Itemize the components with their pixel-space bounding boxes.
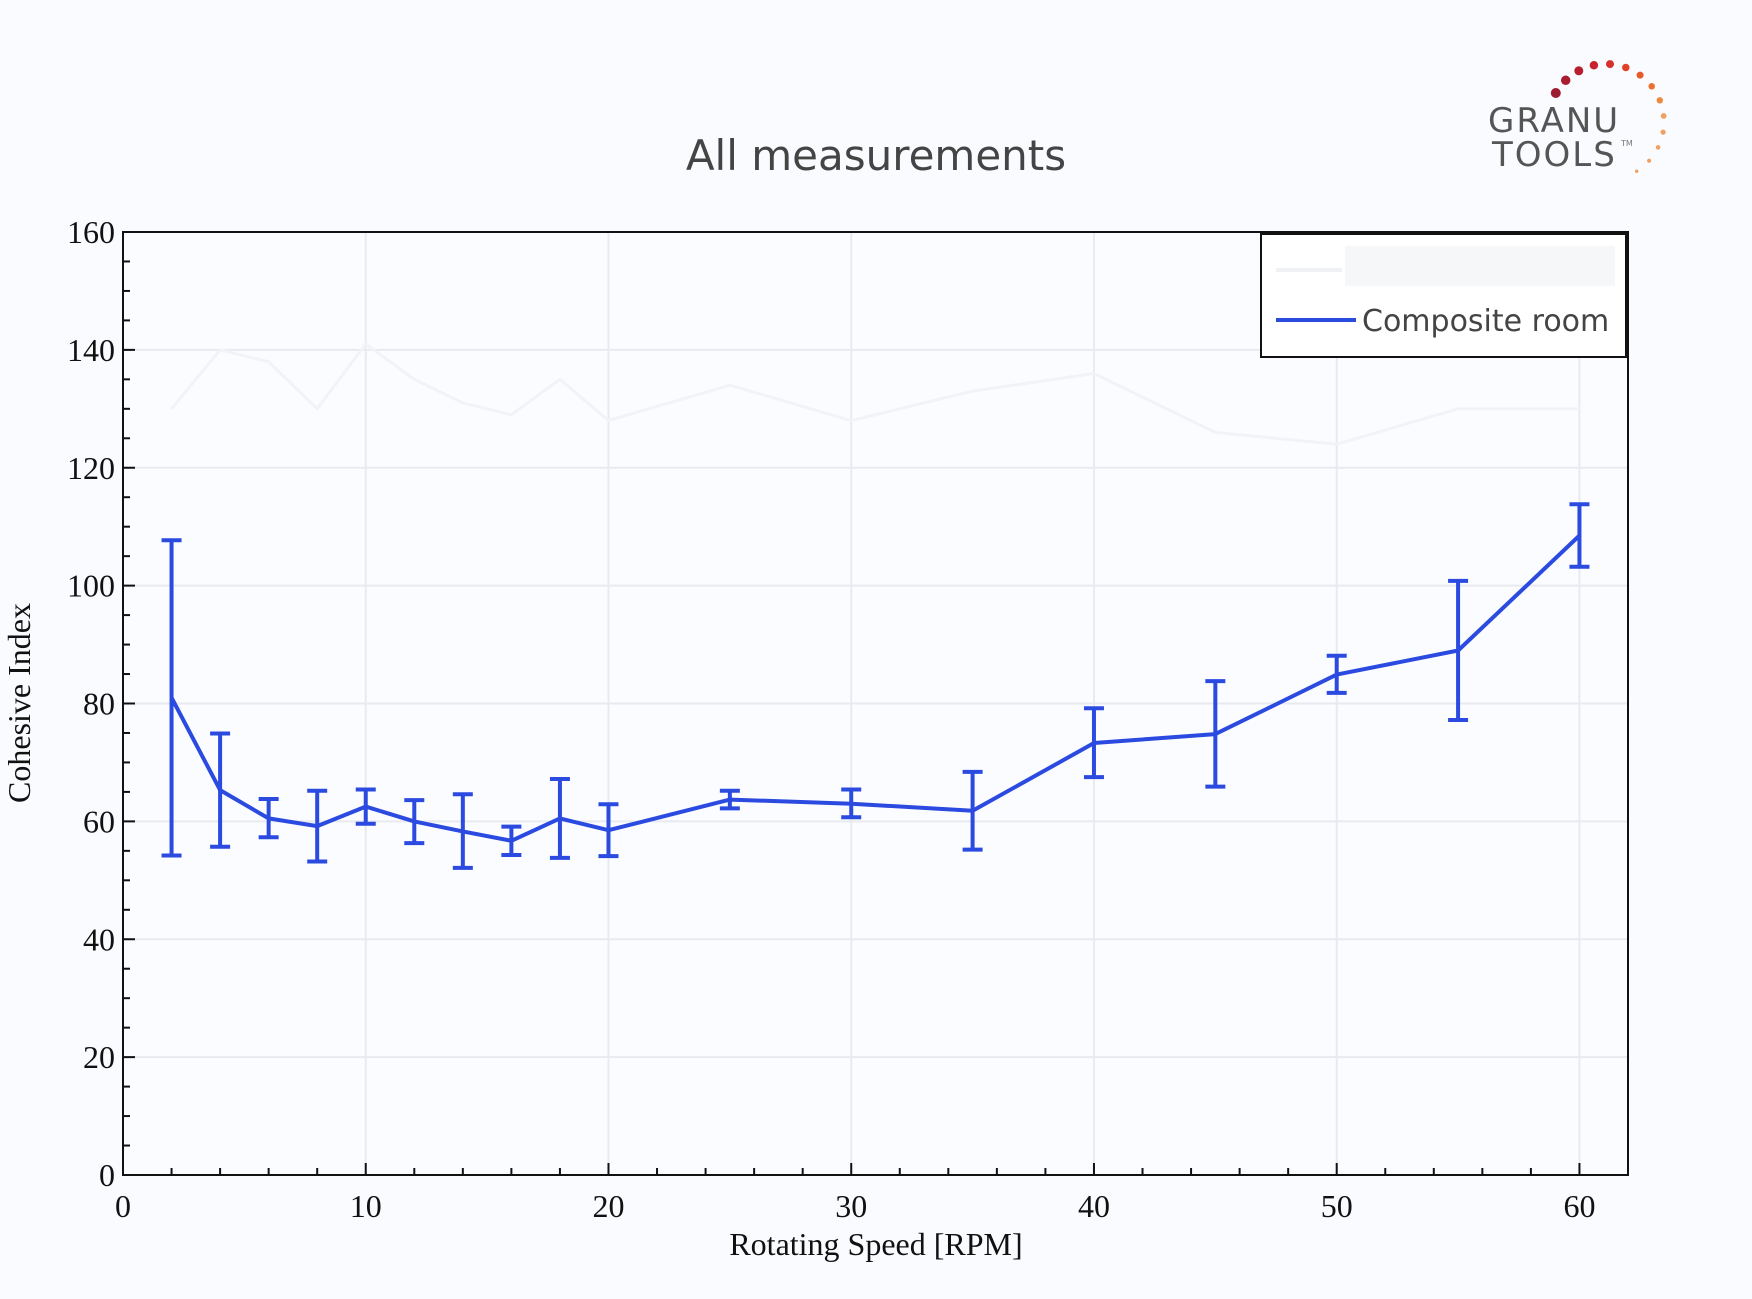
data-point (1335, 673, 1339, 677)
tick-labels: 0 20 40 60 80 100 120 140 160 0 10 20 30 40 50 60 (67, 214, 1595, 1224)
logo-dot (1647, 158, 1652, 163)
data-point (971, 809, 975, 813)
x-tick-label: 60 (1563, 1188, 1595, 1224)
y-tick-label: 20 (83, 1039, 115, 1075)
x-tick-label: 50 (1321, 1188, 1353, 1224)
data-point (558, 816, 562, 820)
y-tick-label: 80 (83, 686, 115, 722)
series-faded (170, 342, 1580, 446)
data-point (364, 805, 368, 809)
data-point (170, 696, 174, 700)
y-tick-label: 40 (83, 921, 115, 957)
data-point (218, 788, 222, 792)
error-bar (719, 788, 740, 811)
y-tick-label: 0 (99, 1157, 115, 1193)
error-bar (1448, 578, 1469, 723)
data-point (267, 816, 271, 820)
data-point (461, 829, 465, 833)
data-point (606, 828, 610, 832)
logo-dot (1660, 129, 1666, 135)
error-bar (307, 788, 328, 864)
legend-faded-entry (1345, 246, 1615, 286)
data-point (509, 839, 513, 843)
series-line-faded (170, 342, 1580, 446)
x-tick-label: 30 (835, 1188, 867, 1224)
error-bar (210, 731, 231, 849)
error-bar (962, 769, 983, 852)
logo-text-line1: GRANU (1488, 101, 1620, 141)
series-line-composite-room (169, 534, 1581, 843)
ticks (122, 231, 1629, 1176)
logo-dot (1574, 66, 1584, 76)
logo-dot (1660, 113, 1667, 119)
y-tick-label: 60 (83, 803, 115, 839)
error-bar (1326, 653, 1347, 695)
data-point (1456, 648, 1460, 652)
x-tick-label: 0 (115, 1188, 131, 1224)
error-bar (355, 787, 376, 826)
y-tick-label: 120 (67, 450, 115, 486)
error-bar (258, 796, 279, 840)
logo-dot (1622, 63, 1630, 72)
logo-dot (1550, 88, 1561, 98)
x-tick-label: 40 (1078, 1188, 1110, 1224)
series-layer (161, 342, 1590, 870)
y-tick-label: 160 (67, 214, 115, 250)
logo-dot (1560, 75, 1571, 86)
legend: Composite room (1260, 233, 1627, 358)
data-point (849, 802, 853, 806)
x-axis-label: Rotating Speed [RPM] (729, 1226, 1022, 1262)
logo-dot (1656, 97, 1664, 104)
chart-title: All measurements (686, 131, 1066, 180)
granutools-logo: GRANU TOOLS TM (1488, 60, 1667, 175)
data-point (1092, 741, 1096, 745)
logo-dot (1635, 169, 1639, 173)
error-bar (161, 538, 182, 858)
logo-text-line2: TOOLS (1491, 135, 1617, 175)
logo-dots (1550, 60, 1667, 173)
logo-dot (1655, 145, 1661, 150)
x-tick-label: 10 (350, 1188, 382, 1224)
error-bar (452, 792, 473, 870)
legend-label-composite-room: Composite room (1362, 304, 1609, 339)
error-bar (841, 787, 862, 820)
y-axis-label: Cohesive Index (1, 603, 37, 803)
y-tick-label: 140 (67, 332, 115, 368)
logo-dot (1648, 83, 1655, 90)
x-tick-label: 20 (592, 1188, 624, 1224)
logo-dot (1589, 61, 1599, 70)
error-bar (1205, 679, 1226, 789)
data-point (412, 819, 416, 823)
error-bar (598, 802, 619, 859)
y-tick-label: 100 (67, 568, 115, 604)
data-point (315, 824, 319, 828)
error-bar (1083, 706, 1104, 780)
logo-dot (1606, 60, 1614, 69)
series-composite-room (161, 502, 1590, 870)
error-bar (549, 776, 570, 860)
data-point (1213, 732, 1217, 736)
data-point (728, 798, 732, 802)
error-bar (501, 824, 522, 857)
logo-tm: TM (1620, 139, 1633, 148)
data-point (1577, 534, 1581, 538)
error-bar (1569, 502, 1590, 569)
error-bar (404, 798, 425, 846)
logo-dot (1636, 71, 1644, 79)
